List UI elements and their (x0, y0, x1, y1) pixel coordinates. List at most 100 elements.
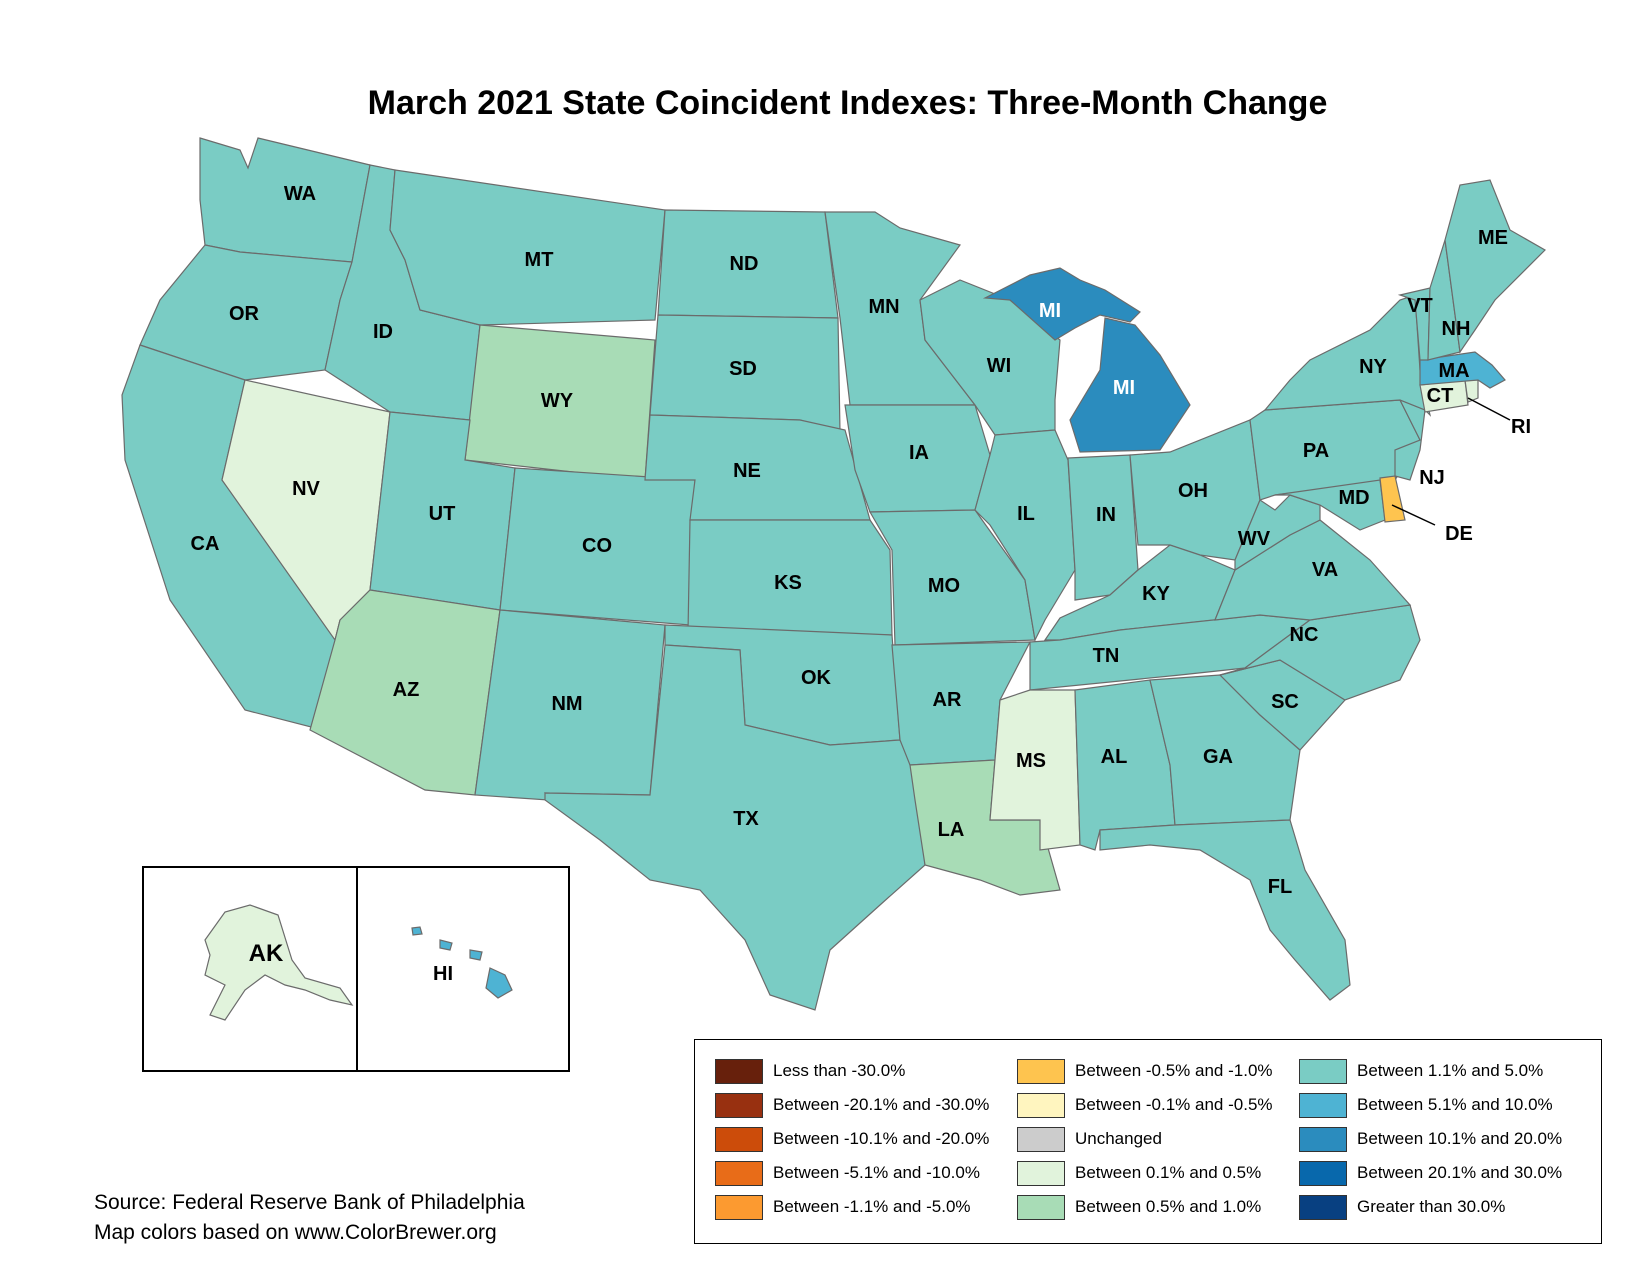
label-UT: UT (429, 503, 456, 525)
inset-divider (356, 868, 358, 1070)
label-MA: MA (1438, 360, 1469, 382)
label-AR: AR (933, 689, 962, 711)
legend-label: Between -0.5% and -1.0% (1075, 1061, 1273, 1080)
label-NE: NE (733, 460, 761, 482)
legend-label: Between 5.1% and 10.0% (1357, 1095, 1553, 1114)
label-NC: NC (1290, 624, 1319, 646)
label-NM: NM (551, 693, 582, 715)
state-FL[interactable] (1099, 819, 1351, 1001)
alaska-hawaii-inset-frame (142, 866, 570, 1072)
state-HI-oahu[interactable] (439, 939, 453, 951)
legend-swatch (715, 1092, 763, 1118)
legend-swatch (1299, 1160, 1347, 1186)
state-RI[interactable] (1464, 379, 1479, 403)
legend-label: Less than -30.0% (773, 1061, 906, 1080)
legend-item: Between 1.1% and 5.0% (1299, 1057, 1543, 1085)
legend: Less than -30.0% Between -20.1% and -30.… (694, 1039, 1602, 1244)
label-MI-lower: MI (1113, 377, 1135, 399)
label-TN: TN (1093, 645, 1120, 667)
label-MN: MN (868, 296, 899, 318)
state-MI-lower[interactable] (1069, 317, 1191, 453)
label-PA: PA (1303, 440, 1329, 462)
legend-swatch (715, 1160, 763, 1186)
legend-item: Greater than 30.0% (1299, 1193, 1505, 1221)
label-GA: GA (1203, 746, 1233, 768)
state-IL[interactable] (974, 429, 1076, 642)
legend-label: Between -10.1% and -20.0% (773, 1129, 990, 1148)
legend-label: Between 0.5% and 1.0% (1075, 1197, 1262, 1216)
label-WV: WV (1238, 528, 1271, 550)
colorbrewer-line: Map colors based on www.ColorBrewer.org (94, 1221, 497, 1244)
label-NY: NY (1359, 356, 1387, 378)
map-title: March 2021 State Coincident Indexes: Thr… (367, 84, 1328, 122)
state-KS[interactable] (687, 519, 893, 636)
label-VA: VA (1312, 559, 1338, 581)
state-MI-upper[interactable] (982, 267, 1141, 341)
legend-swatch (1299, 1058, 1347, 1084)
label-AZ: AZ (393, 679, 420, 701)
label-MD: MD (1338, 487, 1369, 509)
legend-item: Between 0.1% and 0.5% (1017, 1159, 1261, 1187)
label-OR: OR (229, 303, 260, 325)
state-MT[interactable] (389, 169, 666, 326)
state-TX[interactable] (544, 644, 926, 1011)
legend-swatch (1017, 1092, 1065, 1118)
legend-item: Between -0.1% and -0.5% (1017, 1091, 1273, 1119)
ri-leader-line (1467, 397, 1511, 421)
legend-label: Between 0.1% and 0.5% (1075, 1163, 1262, 1182)
legend-label: Between -5.1% and -10.0% (773, 1163, 980, 1182)
state-ME[interactable] (1444, 179, 1546, 354)
state-WI[interactable] (919, 279, 1061, 436)
legend-swatch (1017, 1126, 1065, 1152)
label-OH: OH (1178, 480, 1208, 502)
legend-swatch (715, 1194, 763, 1220)
label-DE: DE (1445, 523, 1473, 545)
legend-label: Unchanged (1075, 1129, 1162, 1148)
label-SD: SD (729, 358, 757, 380)
label-IA: IA (909, 442, 929, 464)
state-HI-big[interactable] (485, 967, 513, 999)
label-CO: CO (582, 535, 612, 557)
state-HI-kauai[interactable] (411, 926, 423, 936)
source-note: Source: Federal Reserve Bank of Philadel… (94, 1188, 525, 1248)
state-VT[interactable] (1397, 287, 1431, 361)
state-NJ[interactable] (1394, 398, 1426, 481)
de-leader-line (1391, 504, 1436, 526)
state-MA[interactable] (1419, 351, 1506, 389)
legend-swatch (1299, 1092, 1347, 1118)
state-HI-maui[interactable] (469, 949, 483, 961)
legend-item: Between 5.1% and 10.0% (1299, 1091, 1553, 1119)
legend-item: Between -10.1% and -20.0% (715, 1125, 989, 1153)
legend-item: Less than -30.0% (715, 1057, 905, 1085)
label-AK: AK (249, 940, 284, 967)
state-NY[interactable] (1263, 294, 1432, 417)
label-MT: MT (525, 249, 554, 271)
legend-item: Between -20.1% and -30.0% (715, 1091, 989, 1119)
label-CT: CT (1427, 385, 1454, 407)
legend-label: Between -1.1% and -5.0% (773, 1197, 971, 1216)
label-LA: LA (938, 819, 965, 841)
state-DE[interactable] (1379, 475, 1406, 523)
legend-item: Unchanged (1017, 1125, 1162, 1153)
legend-label: Greater than 30.0% (1357, 1197, 1506, 1216)
label-HI: HI (433, 963, 453, 985)
label-ND: ND (730, 253, 759, 275)
label-OK: OK (801, 667, 832, 689)
label-AL: AL (1101, 746, 1128, 768)
label-ID: ID (373, 321, 393, 343)
legend-swatch (715, 1058, 763, 1084)
state-AK[interactable] (204, 904, 354, 1021)
label-FL: FL (1268, 876, 1292, 898)
legend-swatch (1299, 1194, 1347, 1220)
legend-label: Between 10.1% and 20.0% (1357, 1129, 1563, 1148)
legend-swatch (1017, 1058, 1065, 1084)
label-WA: WA (284, 183, 316, 205)
legend-label: Between 20.1% and 30.0% (1357, 1163, 1563, 1182)
label-MO: MO (928, 575, 960, 597)
legend-item: Between 10.1% and 20.0% (1299, 1125, 1562, 1153)
state-IN[interactable] (1067, 454, 1139, 601)
label-NH: NH (1442, 318, 1471, 340)
legend-item: Between 0.5% and 1.0% (1017, 1193, 1261, 1221)
legend-swatch (1299, 1126, 1347, 1152)
